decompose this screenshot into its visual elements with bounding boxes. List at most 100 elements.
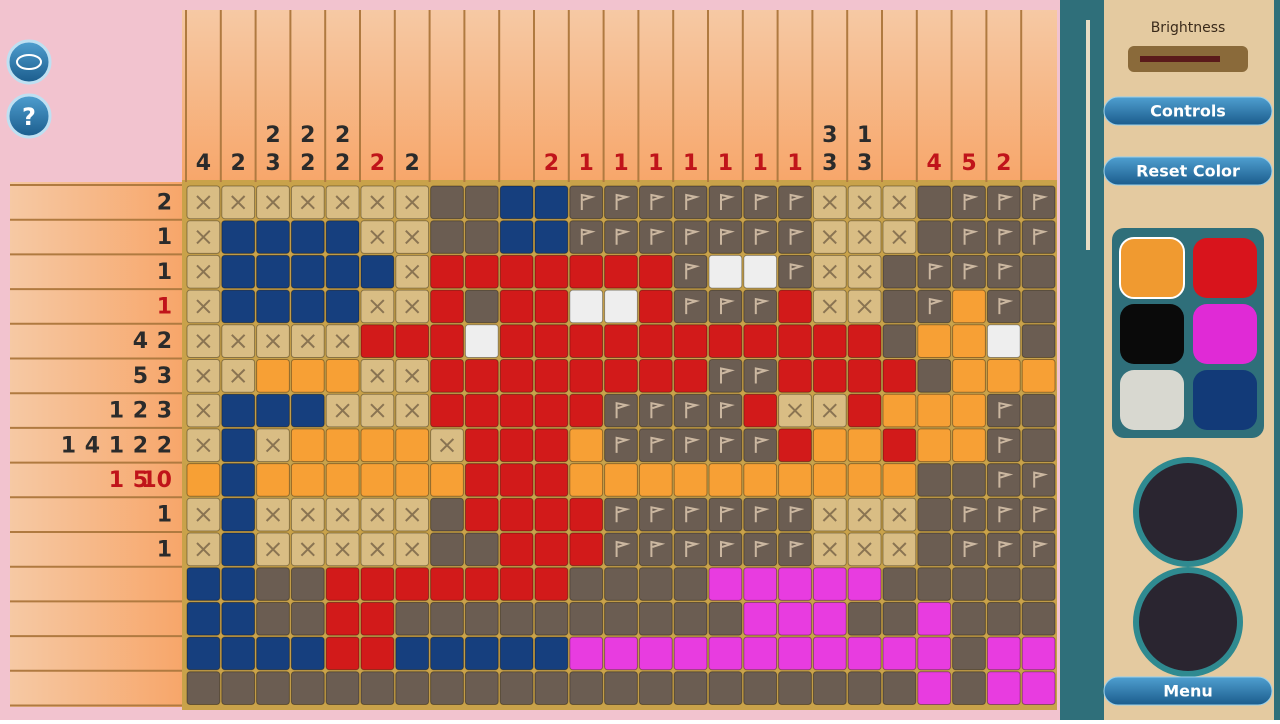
- color-cross[interactable]: [1120, 370, 1184, 430]
- cell: [778, 671, 812, 705]
- cell: [986, 324, 1021, 358]
- row-clue: 5: [133, 468, 148, 493]
- cell: [638, 185, 673, 220]
- cell: [604, 463, 638, 497]
- cell: [464, 463, 499, 497]
- cell: [499, 289, 534, 324]
- color-red[interactable]: [1193, 238, 1257, 298]
- cell: [360, 324, 395, 358]
- cross-mark: [405, 264, 420, 279]
- cell: [952, 636, 986, 671]
- color-pink[interactable]: [1193, 304, 1257, 364]
- cell: [952, 463, 986, 497]
- cell: [638, 289, 673, 324]
- cell: [221, 567, 256, 601]
- cell: [638, 359, 673, 393]
- cell: [952, 359, 986, 393]
- flag-mark: [685, 436, 701, 453]
- cell: [778, 359, 812, 393]
- cell: [256, 671, 290, 705]
- cell: [917, 567, 952, 601]
- cell: [290, 289, 325, 324]
- cross-mark: [370, 507, 385, 522]
- column-clue: 2: [544, 151, 559, 176]
- flag-mark: [789, 228, 805, 245]
- hammer-tool[interactable]: [1133, 457, 1243, 567]
- cell: [708, 254, 743, 289]
- cell: [604, 497, 638, 532]
- cell: [290, 254, 325, 289]
- cross-mark: [265, 334, 281, 349]
- cell: [569, 254, 604, 289]
- cross-mark: [196, 264, 211, 279]
- cell: [1021, 636, 1056, 671]
- color-black[interactable]: [1120, 304, 1184, 364]
- cell: [708, 463, 743, 497]
- column-clue-area: [182, 10, 1057, 182]
- column-clue: 1: [753, 151, 768, 176]
- cell: [395, 428, 430, 463]
- reset-color-button[interactable]: [1103, 156, 1273, 186]
- cell: [325, 359, 360, 393]
- cell: [325, 636, 360, 671]
- cross-mark: [300, 195, 315, 210]
- flag-mark: [650, 436, 666, 453]
- flag-mark: [963, 506, 979, 523]
- menu-button[interactable]: [1103, 676, 1273, 706]
- cell: [638, 463, 673, 497]
- flag-mark: [685, 228, 701, 245]
- cross-mark: [822, 542, 837, 557]
- cell: [360, 567, 395, 601]
- cell: [464, 532, 499, 567]
- color-orange[interactable]: [1119, 237, 1185, 299]
- controls-button[interactable]: [1103, 96, 1273, 126]
- cell: [499, 220, 534, 254]
- cross-mark: [857, 299, 872, 314]
- flag-mark: [963, 193, 979, 210]
- cell: [360, 428, 395, 463]
- cell: [847, 324, 882, 358]
- flag-mark: [1033, 540, 1049, 557]
- cell: [325, 289, 360, 324]
- cell: [638, 254, 673, 289]
- cell: [1021, 324, 1056, 358]
- cell: [673, 567, 708, 601]
- flag-mark: [685, 540, 701, 557]
- flag-mark: [754, 228, 770, 245]
- cross-mark: [265, 195, 281, 210]
- help-icon: ?: [22, 103, 36, 131]
- cell: [743, 601, 778, 636]
- help-button[interactable]: [6, 93, 52, 139]
- cell: [534, 463, 569, 497]
- cell: [743, 220, 778, 254]
- bomb-tool[interactable]: [1133, 567, 1243, 677]
- cell: [847, 393, 882, 428]
- cell: [604, 567, 638, 601]
- cell: [986, 359, 1021, 393]
- cell: [604, 220, 638, 254]
- cell: [708, 497, 743, 532]
- flag-mark: [963, 228, 979, 245]
- cell: [917, 497, 952, 532]
- color-blue[interactable]: [1193, 370, 1257, 430]
- cell: [708, 324, 743, 358]
- cell: [708, 601, 743, 636]
- cell: [360, 601, 395, 636]
- row-clue: 4: [85, 433, 100, 458]
- cell: [952, 601, 986, 636]
- cell: [464, 324, 499, 358]
- hint-button[interactable]: [6, 39, 52, 85]
- column-clue: 2: [265, 123, 280, 148]
- cell: [986, 532, 1021, 567]
- cell: [604, 601, 638, 636]
- cross-mark: [335, 195, 350, 210]
- cross-mark: [335, 403, 350, 418]
- cell: [952, 289, 986, 324]
- flag-mark: [789, 540, 805, 557]
- column-clue: 1: [683, 151, 698, 176]
- cell: [743, 636, 778, 671]
- cell: [1021, 289, 1056, 324]
- cell: [430, 497, 464, 532]
- cell: [256, 567, 290, 601]
- cell: [882, 289, 917, 324]
